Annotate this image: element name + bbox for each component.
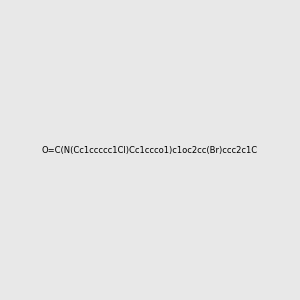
Text: O=C(N(Cc1ccccc1Cl)Cc1ccco1)c1oc2cc(Br)ccc2c1C: O=C(N(Cc1ccccc1Cl)Cc1ccco1)c1oc2cc(Br)cc… bbox=[42, 146, 258, 154]
